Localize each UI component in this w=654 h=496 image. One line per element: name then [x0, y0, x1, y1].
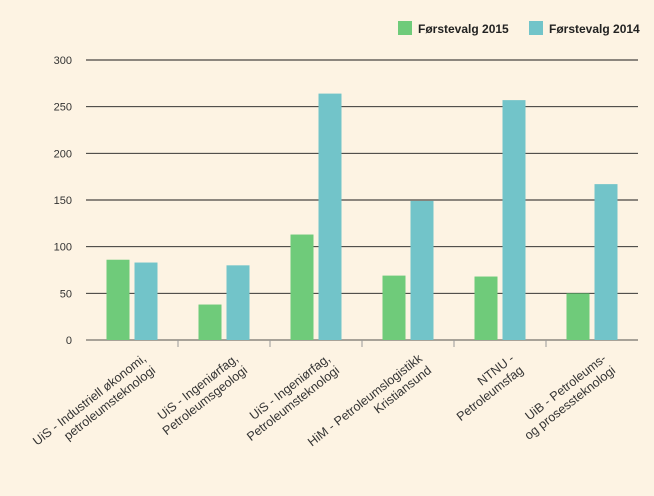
bar-2015: [566, 293, 590, 340]
legend-label-2014: Førstevalg 2014: [549, 22, 640, 36]
bar-2015: [290, 234, 314, 340]
legend-swatch-2014: [529, 21, 543, 35]
y-tick-label: 300: [54, 55, 72, 67]
bar-2014: [410, 200, 434, 340]
bar-2014: [318, 93, 342, 340]
x-tick-label: UiS - Industriell økonomi,petroleumstekn…: [30, 351, 158, 460]
bar-2015: [382, 275, 406, 340]
bar-2015: [474, 276, 498, 340]
legend-label-2015: Førstevalg 2015: [418, 22, 509, 36]
bar-2014: [226, 265, 250, 340]
y-tick-label: 150: [54, 195, 72, 207]
y-tick-label: 50: [60, 288, 72, 300]
y-tick-label: 100: [54, 242, 72, 254]
bar-2014: [594, 184, 618, 340]
bar-2015: [198, 304, 222, 340]
legend-swatch-2015: [398, 21, 412, 35]
x-tick-label: NTNU -Petroleumsfag: [445, 351, 526, 424]
x-tick-label: UiB - Petroleums-og prosessteknologi: [513, 351, 618, 442]
bar-2015: [106, 259, 130, 340]
y-tick-label: 200: [54, 148, 72, 160]
bar-2014: [502, 100, 526, 340]
y-tick-label: 0: [66, 335, 72, 347]
x-tick-label: UiS - Ingeniørfag,Petroleumsgeologi: [151, 351, 250, 438]
y-tick-label: 250: [54, 102, 72, 114]
bar-2014: [134, 262, 158, 340]
